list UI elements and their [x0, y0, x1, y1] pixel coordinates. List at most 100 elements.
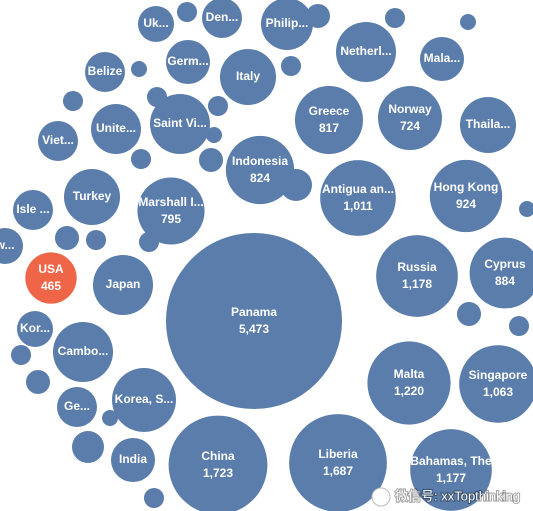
- bubble: [202, 0, 242, 38]
- bubble-label: Mala...: [424, 51, 461, 65]
- bubble-label: Den...: [206, 10, 239, 24]
- value-label: 465: [41, 279, 61, 293]
- bubble: [320, 160, 396, 236]
- bubble-label: Antigua an...: [322, 182, 394, 196]
- bubble: [146, 86, 168, 108]
- bubble-label: Italy: [236, 69, 260, 83]
- bubble: [176, 1, 198, 23]
- bubble: [168, 415, 268, 511]
- bubble: [25, 252, 77, 304]
- bubble: [131, 61, 147, 77]
- bubble-label: Bahamas, The: [410, 454, 492, 468]
- bubble: [508, 315, 530, 337]
- value-label: 1,063: [483, 385, 513, 399]
- bubble-label: Turkey: [73, 189, 112, 203]
- bubble-label: India: [119, 452, 147, 466]
- bubble: [459, 345, 533, 423]
- bubble-label: Cyprus: [484, 257, 526, 271]
- value-label: 724: [400, 119, 420, 133]
- bubble: [165, 232, 343, 410]
- bubble: [71, 430, 105, 464]
- bubble: [469, 237, 533, 309]
- bubble-label: Germ...: [167, 54, 208, 68]
- bubble-label: Norway: [388, 102, 432, 116]
- value-label: 1,220: [394, 384, 424, 398]
- bubble: [207, 95, 229, 117]
- bubble: [149, 93, 211, 155]
- bubble: [429, 159, 503, 233]
- bubble: [280, 55, 302, 77]
- bubble: [38, 121, 78, 161]
- bubble: [130, 148, 152, 170]
- watermark-icon: [371, 487, 391, 507]
- bubble: [57, 387, 97, 427]
- bubble-label: Liberia: [318, 447, 358, 461]
- bubble: [54, 225, 80, 251]
- bubble: [377, 85, 443, 151]
- bubble: [225, 135, 295, 205]
- bubble: [137, 5, 175, 43]
- bubble-label: Kor...: [20, 321, 50, 335]
- bubble: [110, 437, 156, 483]
- bubble: [52, 321, 114, 383]
- watermark: 微信号: xxTopthinking: [395, 488, 520, 503]
- bubble: [459, 96, 517, 154]
- bubble: [25, 369, 51, 395]
- bubble: [305, 3, 331, 29]
- value-label: 884: [495, 274, 515, 288]
- bubble-label: USA: [38, 262, 64, 276]
- bubble-label: Cambo...: [58, 344, 109, 358]
- bubble-label: w...: [0, 238, 14, 252]
- bubble: [519, 201, 533, 217]
- value-label: 924: [456, 197, 476, 211]
- bubble-label: Indonesia: [232, 154, 288, 168]
- bubble: [13, 190, 53, 230]
- bubble-label: Malta: [394, 367, 425, 381]
- value-label: 824: [250, 171, 270, 185]
- bubble: [10, 344, 32, 366]
- bubble: [63, 168, 121, 226]
- bubble: [16, 310, 54, 348]
- bubble-label: China: [201, 449, 235, 463]
- bubble: [143, 487, 165, 509]
- bubble-label: Hong Kong: [434, 180, 499, 194]
- bubble: [206, 127, 222, 143]
- bubble-label: Greece: [309, 104, 350, 118]
- bubble: [384, 7, 406, 29]
- bubble: [138, 231, 160, 253]
- bubble: [112, 368, 176, 432]
- value-label: 1,178: [402, 277, 432, 291]
- value-label: 1,177: [436, 471, 466, 485]
- bubble-label: Saint Vi...: [153, 116, 207, 130]
- bubble: [137, 177, 205, 245]
- bubble-label: Philip...: [266, 16, 309, 30]
- bubble: [289, 414, 387, 511]
- bubble: [410, 429, 492, 511]
- bubble-label: Thaila...: [466, 117, 511, 131]
- bubble-label: Marshall I...: [138, 195, 203, 209]
- bubble: [102, 410, 118, 426]
- bubble-label: Russia: [397, 260, 437, 274]
- bubble: [335, 21, 397, 83]
- bubble: [376, 235, 458, 317]
- bubble-label: Unite...: [96, 121, 136, 135]
- bubble: [165, 39, 211, 85]
- value-label: 1,723: [203, 466, 233, 480]
- bubble-label: Japan: [106, 277, 141, 291]
- bubble: [85, 52, 125, 92]
- bubble: [261, 0, 313, 50]
- bubble: [279, 168, 313, 202]
- value-label: 5,473: [239, 322, 269, 336]
- bubble-label: Viet...: [42, 133, 74, 147]
- bubble-label: Uk...: [143, 16, 168, 30]
- bubble: [62, 90, 84, 112]
- bubble: [456, 301, 482, 327]
- bubble: [0, 227, 24, 265]
- bubble-label: Singapore: [469, 368, 528, 382]
- bubble: [367, 341, 451, 425]
- bubble-label: Korea, S...: [115, 392, 174, 406]
- bubble: [460, 14, 476, 30]
- bubble: [91, 104, 141, 154]
